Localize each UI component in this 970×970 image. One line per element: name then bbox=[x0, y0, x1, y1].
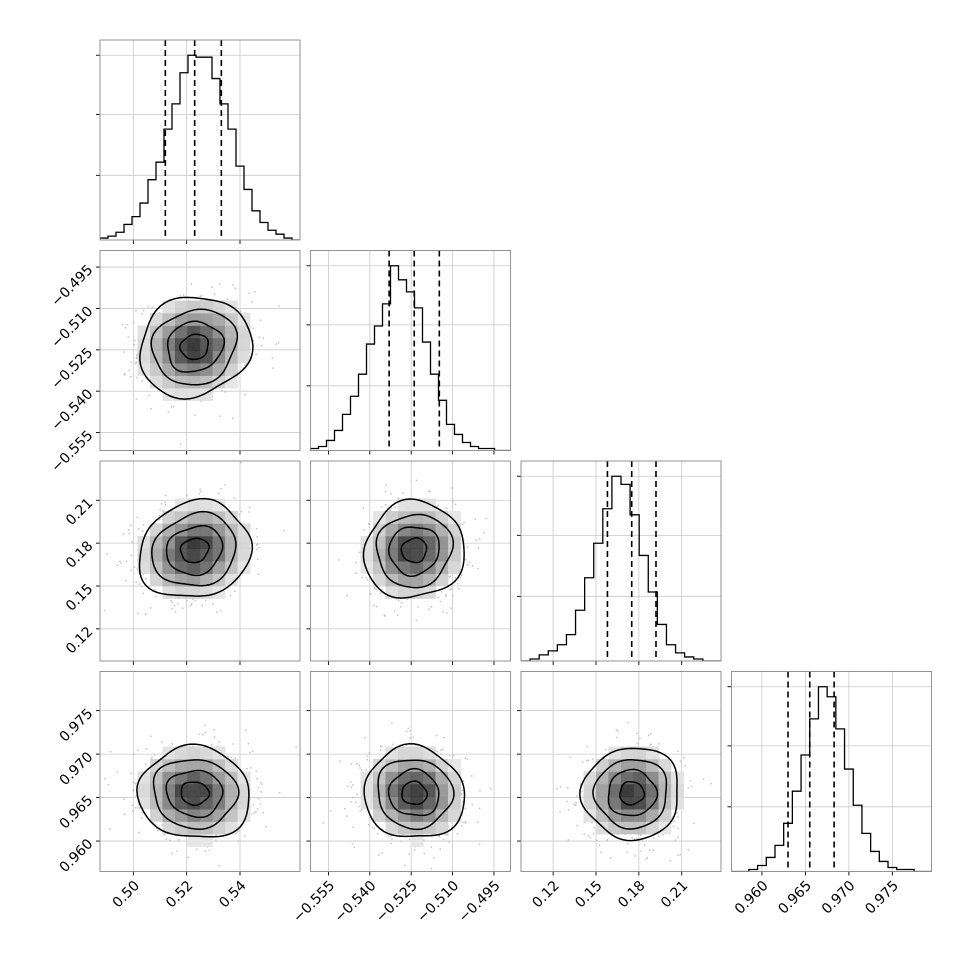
xtick-label-3: −0.510 bbox=[414, 878, 462, 926]
diag-panel-0 bbox=[96, 39, 301, 244]
contour-3 bbox=[138, 497, 254, 597]
axes-frame bbox=[310, 460, 511, 662]
diag-panel-1 bbox=[306, 250, 511, 455]
diag-panel-3: 0.960 0.965 0.970 0.975 bbox=[727, 671, 932, 918]
xtick-label-1: 0.965 bbox=[775, 878, 815, 918]
contour-1 bbox=[165, 769, 224, 819]
ytick-label-3: 0.975 bbox=[57, 706, 97, 746]
contour-0 bbox=[179, 537, 210, 564]
contour-2 bbox=[377, 759, 455, 831]
contour-0 bbox=[180, 781, 211, 807]
ytick-label-2: 0.18 bbox=[63, 538, 96, 571]
axes-frame bbox=[520, 671, 722, 872]
contour-2 bbox=[151, 510, 237, 587]
histogram-step bbox=[521, 475, 721, 661]
panel-2-0: 0.12 0.15 0.18 0.21 bbox=[63, 460, 301, 665]
diag-panel-2 bbox=[517, 460, 722, 665]
ytick-label-1: −0.540 bbox=[48, 386, 96, 434]
contour-3 bbox=[362, 498, 465, 599]
xtick-label-1: −0.540 bbox=[332, 878, 380, 926]
contour-2 bbox=[375, 513, 455, 589]
xtick-label-2: 0.970 bbox=[819, 878, 859, 918]
contour-3 bbox=[139, 296, 254, 400]
panel-3-2: 0.12 0.15 0.18 0.21 bbox=[517, 671, 722, 911]
ytick-label-0: 0.960 bbox=[57, 836, 97, 876]
contour-0 bbox=[401, 780, 429, 806]
contour-1 bbox=[607, 768, 659, 817]
axes-frame bbox=[310, 250, 511, 451]
contour-1 bbox=[388, 526, 440, 577]
contour-0 bbox=[400, 537, 428, 564]
xtick-label-0: 0.50 bbox=[110, 878, 143, 911]
axes-frame bbox=[99, 39, 301, 241]
density-shading bbox=[583, 746, 684, 835]
panel-2-1 bbox=[306, 460, 511, 665]
xtick-label-3: 0.21 bbox=[658, 878, 691, 911]
xtick-label-4: −0.495 bbox=[456, 878, 504, 926]
ytick-label-2: 0.970 bbox=[57, 749, 97, 789]
panel-1-0: −0.555−0.540−0.525−0.510−0.495 bbox=[48, 250, 301, 476]
contour-1 bbox=[166, 320, 226, 373]
contour-3 bbox=[363, 742, 466, 838]
ytick-label-0: 0.12 bbox=[63, 624, 96, 657]
xtick-label-2: 0.18 bbox=[615, 878, 648, 911]
histogram-step bbox=[310, 265, 511, 451]
contour-2 bbox=[150, 308, 239, 386]
xtick-label-1: 0.52 bbox=[163, 878, 196, 911]
xtick-label-2: −0.525 bbox=[373, 878, 421, 926]
axes-frame bbox=[310, 671, 511, 872]
xtick-label-0: 0.12 bbox=[529, 878, 562, 911]
ytick-label-3: −0.510 bbox=[48, 303, 96, 351]
contour-0 bbox=[619, 780, 646, 806]
ytick-label-1: 0.965 bbox=[57, 793, 97, 833]
xtick-label-0: −0.555 bbox=[290, 878, 338, 926]
xtick-label-0: 0.960 bbox=[732, 878, 772, 918]
axes-frame bbox=[99, 671, 301, 872]
panel-3-1: −0.555−0.540−0.525−0.510−0.495 bbox=[290, 671, 511, 926]
ytick-label-4: −0.495 bbox=[48, 262, 96, 310]
contour-0 bbox=[178, 333, 209, 361]
contour-2 bbox=[152, 759, 240, 830]
axes-frame bbox=[520, 460, 722, 662]
ytick-label-3: 0.21 bbox=[63, 495, 96, 528]
axes-frame bbox=[99, 460, 301, 662]
contour-1 bbox=[165, 524, 224, 577]
contour-3 bbox=[136, 743, 250, 838]
contour-3 bbox=[579, 747, 678, 842]
histogram-step bbox=[100, 54, 300, 240]
ytick-label-2: −0.525 bbox=[48, 345, 96, 393]
xtick-label-1: 0.15 bbox=[572, 878, 605, 911]
contour-1 bbox=[387, 767, 440, 817]
xtick-label-2: 0.54 bbox=[216, 878, 249, 911]
contour-2 bbox=[592, 759, 668, 830]
xtick-label-3: 0.975 bbox=[862, 878, 902, 918]
histogram-step bbox=[731, 686, 932, 872]
ytick-label-0: −0.555 bbox=[48, 428, 96, 476]
ytick-label-1: 0.15 bbox=[63, 581, 96, 614]
axes-frame bbox=[99, 250, 301, 451]
axes-frame bbox=[731, 671, 932, 872]
